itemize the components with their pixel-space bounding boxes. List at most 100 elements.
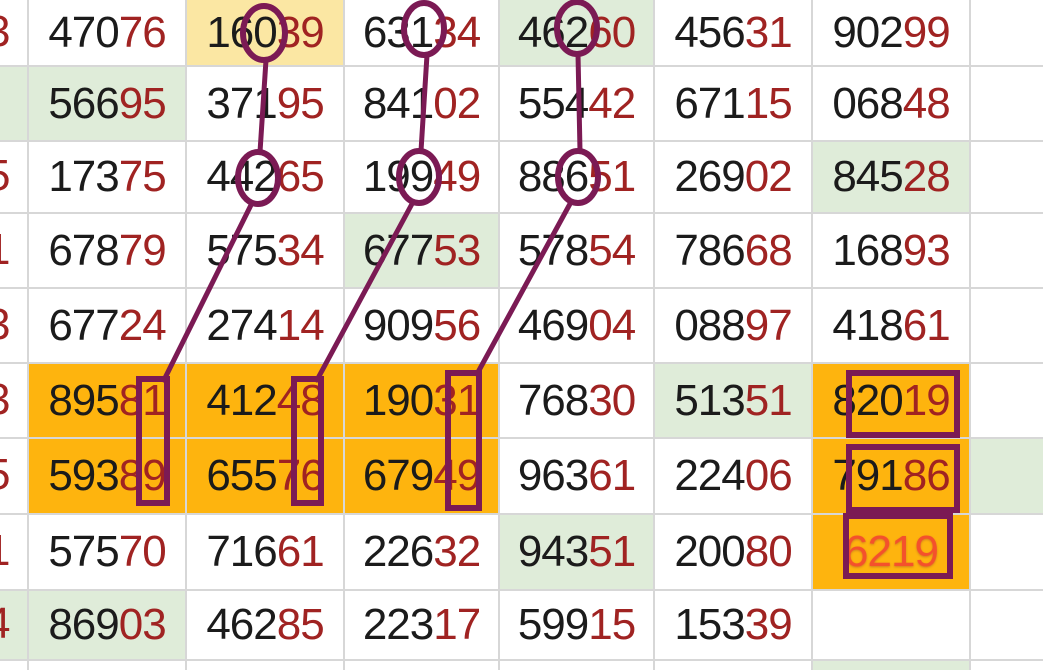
grid-cell-r8c6: 6219	[813, 515, 969, 589]
grid-cell-r4c3: 677 53	[345, 214, 498, 287]
grid-cell-r10c2	[187, 661, 343, 670]
grid-cell-r3c2: 442 65	[187, 142, 343, 212]
number-red-part: 48	[276, 375, 325, 425]
number-red-part: 31	[433, 375, 481, 425]
number-black-part: 631	[362, 7, 434, 57]
number-red-part: 51	[588, 152, 636, 201]
number-black-part: 371	[206, 78, 277, 128]
grid-cell-r4c4: 578 54	[500, 214, 653, 287]
grid-cell-r9c2: 462 85	[187, 591, 343, 659]
number-black-part: 575	[206, 225, 277, 275]
number-red-part: 24	[118, 300, 167, 350]
grid-cell-r9c4: 599 15	[500, 591, 653, 659]
number-black-part: 554	[517, 78, 589, 128]
grid-cell-r2c0	[0, 67, 27, 140]
number-black-part: 226	[362, 527, 434, 576]
grid-cell-r7c4: 963 61	[500, 439, 653, 513]
grid-cell-r8c7	[971, 515, 1043, 589]
number-black-part: 153	[674, 600, 745, 649]
grid-cell-r1c7	[971, 0, 1043, 65]
partial-digit: 3	[0, 300, 11, 350]
grid-cell-r2c6: 068 48	[813, 67, 969, 140]
number-red-part: 04	[588, 300, 636, 350]
number-black-part: 679	[362, 451, 434, 500]
number-red-part: 54	[588, 225, 636, 275]
grid-cell-r10c7	[971, 661, 1043, 670]
number-red-part: 39	[276, 7, 325, 57]
grid-cell-r6c2: 412 48	[187, 364, 343, 437]
grid-cell-r5c2: 274 14	[187, 289, 343, 362]
number-red-part: 02	[744, 152, 793, 201]
number-black-part: 841	[362, 78, 434, 128]
grid-cell-r4c1: 678 79	[29, 214, 185, 287]
number-black-part: 943	[517, 527, 589, 576]
number-black-part: 223	[362, 600, 434, 649]
grid-cell-r8c2: 716 61	[187, 515, 343, 589]
number-black-part: 200	[674, 527, 745, 576]
grid-cell-r2c4: 554 42	[500, 67, 653, 140]
number-red-part: 60	[588, 7, 636, 57]
grid-cell-r2c5: 671 15	[655, 67, 811, 140]
grid-cell-r4c2: 575 34	[187, 214, 343, 287]
number-red-part: 14	[276, 300, 325, 350]
number-black-part: 886	[517, 152, 589, 201]
number-red-part: 95	[276, 78, 325, 128]
highlighted-number: 6219	[844, 527, 939, 576]
number-black-part: 677	[48, 300, 119, 350]
grid-cell-r2c2: 371 95	[187, 67, 343, 140]
grid-cell-r3c3: 199 49	[345, 142, 498, 212]
number-black-part: 677	[362, 225, 434, 275]
grid-cell-r9c7	[971, 591, 1043, 659]
number-red-part: 89	[118, 451, 167, 500]
grid-cell-r2c1: 566 95	[29, 67, 185, 140]
number-black-part: 895	[48, 375, 119, 425]
number-red-part: 81	[118, 375, 167, 425]
grid-cell-r8c5: 200 80	[655, 515, 811, 589]
grid-cell-r10c6	[813, 661, 969, 670]
partial-digit: 3	[0, 7, 11, 57]
number-black-part: 599	[517, 600, 589, 649]
partial-digit: 5	[0, 450, 11, 500]
number-red-part: 93	[902, 225, 951, 275]
number-red-part: 75	[118, 152, 167, 201]
grid-cell-r7c1: 593 89	[29, 439, 185, 513]
partial-digit: 1	[0, 225, 11, 275]
number-black-part: 269	[674, 152, 745, 201]
number-black-part: 909	[362, 300, 434, 350]
grid-cell-r6c7	[971, 364, 1043, 437]
grid-cell-r6c3: 190 31	[345, 364, 498, 437]
grid-cell-r9c5: 153 39	[655, 591, 811, 659]
grid-cell-r1c2: 160 39	[187, 0, 343, 65]
number-red-part: 02	[433, 78, 481, 128]
partial-digit: 4	[0, 599, 11, 649]
grid-cell-r3c1: 173 75	[29, 142, 185, 212]
number-red-part: 61	[276, 527, 325, 576]
grid-cell-r3c4: 886 51	[500, 142, 653, 212]
number-black-part: 655	[206, 451, 277, 500]
grid-cell-r5c7	[971, 289, 1043, 362]
grid-cell-r7c7	[971, 439, 1043, 513]
number-black-part: 470	[48, 7, 119, 57]
partial-digit: 1	[0, 526, 11, 576]
grid-cell-r1c3: 631 34	[345, 0, 498, 65]
grid-cell-r5c0: 3	[0, 289, 27, 362]
grid-cell-r10c3	[345, 661, 498, 670]
number-red-part: 32	[433, 527, 481, 576]
number-black-part: 462	[517, 7, 589, 57]
grid-cell-r7c3: 679 49	[345, 439, 498, 513]
grid-cell-r5c6: 418 61	[813, 289, 969, 362]
number-black-part: 786	[674, 225, 745, 275]
number-black-part: 456	[674, 7, 745, 57]
number-black-part: 671	[674, 78, 745, 128]
number-red-part: 28	[902, 152, 951, 201]
number-red-part: 95	[118, 78, 167, 128]
grid-cell-r2c7	[971, 67, 1043, 140]
grid-cell-r4c0: 1	[0, 214, 27, 287]
grid-cell-r8c3: 226 32	[345, 515, 498, 589]
grid-cell-r9c3: 223 17	[345, 591, 498, 659]
number-black-part: 593	[48, 451, 119, 500]
number-black-part: 566	[48, 78, 119, 128]
number-red-part: 30	[588, 375, 636, 425]
number-red-part: 31	[744, 7, 793, 57]
